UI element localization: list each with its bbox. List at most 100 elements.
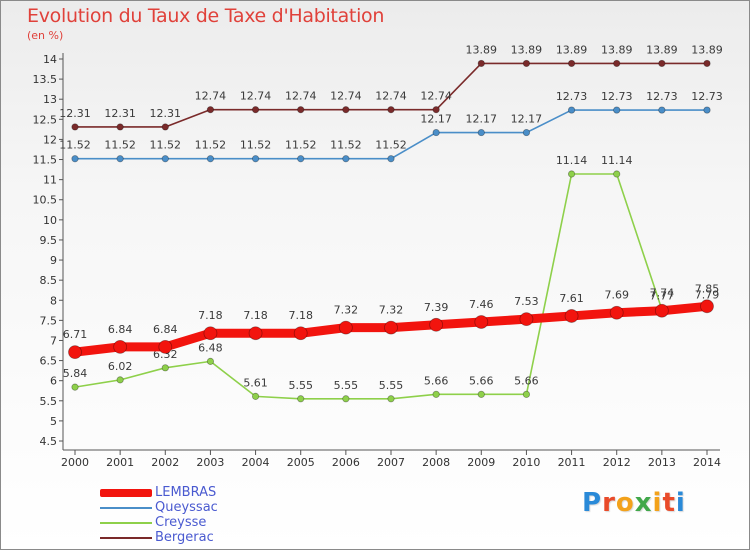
data-label-creysse: 5.66 xyxy=(514,374,539,387)
data-point-creysse xyxy=(297,395,305,403)
logo-letter: P xyxy=(582,488,603,518)
data-label-lembras: 7.74 xyxy=(650,287,675,300)
data-point-lembras xyxy=(384,320,398,335)
series-line-creysse xyxy=(74,173,708,400)
y-tick-label: 13 xyxy=(43,93,57,106)
data-label-bergerac: 12.74 xyxy=(330,90,362,103)
data-point-bergerac xyxy=(206,106,215,114)
data-point-queyssac xyxy=(477,128,485,137)
y-tick-label: 12.5 xyxy=(33,113,58,126)
data-point-queyssac xyxy=(658,106,666,114)
y-tick-label: 4.5 xyxy=(40,435,58,448)
data-label-bergerac: 13.89 xyxy=(646,43,678,56)
logo-letter: r xyxy=(602,488,616,518)
x-tick-label: 2002 xyxy=(151,456,179,469)
data-point-queyssac xyxy=(387,155,395,163)
data-point-creysse xyxy=(567,170,576,178)
data-label-queyssac: 11.52 xyxy=(330,139,362,152)
data-label-lembras: 7.85 xyxy=(695,282,720,295)
data-point-queyssac xyxy=(206,155,215,163)
data-point-queyssac xyxy=(71,155,79,163)
y-tick-label: 12 xyxy=(43,133,57,146)
x-tick-label: 2009 xyxy=(467,456,495,469)
y-tick-label: 6.5 xyxy=(40,355,58,368)
y-tick-label: 7 xyxy=(50,334,57,347)
data-label-lembras: 7.39 xyxy=(424,301,449,314)
legend-label-lembras: LEMBRAS xyxy=(155,485,217,500)
data-point-lembras xyxy=(700,299,714,314)
logo-letter: o xyxy=(615,488,635,518)
data-label-lembras: 7.18 xyxy=(288,309,313,322)
data-label-lembras: 6.71 xyxy=(63,328,88,341)
data-point-queyssac xyxy=(432,128,440,137)
data-label-lembras: 6.84 xyxy=(108,323,133,336)
data-point-bergerac xyxy=(71,123,79,131)
data-point-queyssac xyxy=(297,155,305,163)
x-tick-label: 2014 xyxy=(693,456,721,469)
data-point-bergerac xyxy=(567,59,576,68)
data-label-queyssac: 11.52 xyxy=(375,139,407,152)
x-tick-label: 2001 xyxy=(106,456,134,469)
data-point-bergerac xyxy=(613,59,621,68)
data-point-lembras xyxy=(158,340,173,354)
y-tick-label: 9.5 xyxy=(40,234,58,247)
y-tick-label: 7.5 xyxy=(40,314,58,327)
data-label-creysse: 5.55 xyxy=(334,379,359,392)
y-tick-label: 10.5 xyxy=(33,194,58,207)
data-label-creysse: 11.14 xyxy=(601,154,633,167)
data-label-creysse: 5.55 xyxy=(288,379,313,392)
data-label-bergerac: 13.89 xyxy=(466,43,498,56)
data-point-bergerac xyxy=(387,106,395,114)
data-point-queyssac xyxy=(522,128,531,137)
data-point-creysse xyxy=(161,364,169,372)
data-point-lembras xyxy=(564,309,579,323)
data-label-bergerac: 13.89 xyxy=(691,43,723,56)
data-point-queyssac xyxy=(116,155,124,163)
data-label-bergerac: 12.74 xyxy=(195,90,227,103)
y-tick-label: 8.5 xyxy=(40,274,58,287)
x-tick-label: 2012 xyxy=(603,456,631,469)
data-label-queyssac: 11.52 xyxy=(240,139,272,152)
x-tick-label: 2005 xyxy=(287,456,315,469)
data-label-creysse: 7.79 xyxy=(695,289,720,302)
data-label-creysse: 7.77 xyxy=(650,290,675,303)
data-point-lembras xyxy=(113,340,128,354)
data-point-queyssac xyxy=(703,106,711,114)
y-tick-label: 6 xyxy=(50,375,57,388)
legend-label-bergerac: Bergerac xyxy=(155,530,214,545)
y-tick-label: 11.5 xyxy=(33,154,58,167)
x-tick-label: 2006 xyxy=(332,456,360,469)
y-tick-label: 10 xyxy=(43,214,57,227)
data-label-bergerac: 12.31 xyxy=(59,107,91,120)
x-tick-label: 2003 xyxy=(196,456,224,469)
legend-label-creysse: Creysse xyxy=(155,515,207,530)
data-point-creysse xyxy=(116,376,124,384)
data-label-creysse: 5.61 xyxy=(243,376,268,389)
data-label-lembras: 7.32 xyxy=(379,304,404,317)
data-point-lembras xyxy=(203,326,218,341)
data-label-creysse: 5.84 xyxy=(63,367,88,380)
data-point-creysse xyxy=(342,395,350,403)
data-point-bergerac xyxy=(116,123,124,131)
logo-letter: t xyxy=(662,488,676,518)
data-point-creysse xyxy=(613,170,621,178)
data-point-creysse xyxy=(206,357,215,365)
data-label-queyssac: 11.52 xyxy=(285,139,317,152)
legend-label-queyssac: Queyssac xyxy=(155,500,218,515)
y-tick-label: 11 xyxy=(43,174,57,187)
data-label-lembras: 7.32 xyxy=(334,304,359,317)
data-point-creysse xyxy=(432,390,440,398)
x-tick-label: 2013 xyxy=(648,456,676,469)
data-point-queyssac xyxy=(251,155,260,163)
data-point-bergerac xyxy=(161,123,169,131)
data-point-lembras xyxy=(293,326,308,341)
data-point-lembras xyxy=(338,320,353,335)
data-label-creysse: 6.02 xyxy=(108,360,133,373)
data-label-queyssac: 11.52 xyxy=(150,139,182,152)
chart-title: Evolution du Taux de Taxe d'Habitation xyxy=(27,5,385,27)
data-point-bergerac xyxy=(658,59,666,68)
data-point-bergerac xyxy=(703,59,711,68)
data-point-lembras xyxy=(474,315,489,329)
data-point-creysse xyxy=(251,392,260,400)
